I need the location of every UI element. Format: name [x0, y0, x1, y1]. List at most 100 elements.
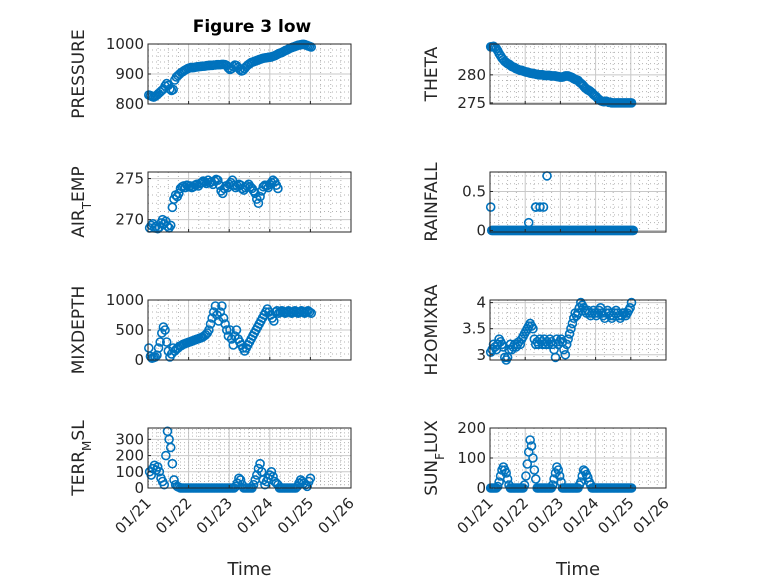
y-tick-label: 1000: [106, 291, 144, 309]
y-tick-label: 500: [115, 321, 144, 339]
axes-frame: [489, 43, 667, 105]
data-point: [153, 343, 164, 353]
data-point: [218, 313, 229, 323]
subplot-air-temp: 270 275 AIRTEMP: [69, 166, 352, 238]
data-point: [528, 453, 538, 463]
x-axis-label: Time: [226, 559, 271, 580]
y-axis-label: RAINFALL: [422, 162, 442, 242]
data-point: [530, 474, 541, 484]
subplot-rainfall: 0 0.5 RAINFALL: [422, 162, 667, 242]
y-tick-label: 0: [134, 351, 144, 369]
y-tick-label: 275: [457, 94, 486, 112]
data-point: [535, 202, 545, 212]
y-axis-label: SUNFLUX: [422, 420, 447, 496]
y-axis-label: THETA: [422, 46, 442, 102]
y-tick-label: 100: [457, 449, 486, 467]
data-point: [554, 471, 565, 481]
data-point: [625, 303, 635, 313]
data-point: [210, 301, 221, 311]
y-tick-label: 100: [115, 463, 144, 481]
data-point: [165, 442, 176, 453]
y-axis-label: H2OMIXRA: [422, 284, 442, 375]
data-point: [492, 481, 503, 492]
data-point: [269, 316, 279, 326]
data-point: [301, 307, 312, 317]
data-point: [525, 435, 535, 445]
data-point: [306, 308, 317, 319]
data-point: [567, 318, 578, 329]
y-axis-label: AIRTEMP: [69, 166, 94, 237]
y-tick-label: 4: [476, 294, 486, 312]
data-point: [306, 42, 317, 52]
axes-frame: [489, 171, 667, 233]
data-point: [521, 471, 531, 481]
data-point: [231, 325, 242, 335]
axes-frame: [489, 299, 667, 361]
y-tick-label: 275: [115, 170, 144, 188]
data-point: [523, 217, 534, 228]
data-point: [547, 480, 558, 490]
data-point: [253, 198, 264, 209]
x-axis-label: Time: [555, 559, 600, 580]
data-point: [225, 325, 235, 335]
data-point: [492, 339, 503, 350]
data-point: [161, 450, 171, 461]
y-tick-label: 3.5: [462, 320, 486, 338]
y-tick-label: 1000: [106, 35, 144, 53]
y-tick-label: 0: [476, 479, 486, 497]
data-point: [522, 459, 533, 469]
data-point: [553, 465, 564, 475]
data-point: [563, 334, 573, 344]
subplot-theta: 275 280 THETA: [422, 41, 667, 112]
data-point: [543, 339, 554, 350]
data-point: [529, 465, 540, 475]
data-point: [165, 220, 176, 231]
y-tick-label: 0.5: [462, 182, 486, 200]
data-point: [255, 191, 265, 202]
y-tick-label: 0: [476, 221, 486, 239]
subplot-mixdepth: 0 500 1000 MIXDEPTH: [69, 286, 352, 375]
data-point: [574, 303, 585, 313]
subplot-h2omixra: 3 3.5 4 H2OMIXRA: [422, 284, 667, 376]
axes-frame: [147, 427, 352, 489]
data-point: [221, 325, 232, 335]
data-point: [628, 225, 639, 236]
data-point: [204, 325, 214, 335]
data-point: [152, 462, 163, 472]
data-point: [560, 349, 571, 360]
y-tick-label: 800: [115, 95, 144, 113]
y-tick-label: 900: [115, 65, 144, 83]
data-point: [213, 175, 223, 186]
data-point: [150, 352, 161, 362]
y-tick-label: 300: [115, 430, 144, 448]
data-point: [566, 323, 576, 334]
y-axis-label: TERRMSL: [69, 420, 94, 497]
y-axis-label: MIXDEPTH: [69, 286, 89, 375]
data-point: [273, 183, 283, 194]
axes-box: [489, 171, 667, 233]
subplot-pressure: 800 900 1000 PRESSURE: [69, 29, 352, 119]
data-point: [217, 301, 227, 311]
y-tick-label: 200: [457, 419, 486, 437]
data-point: [502, 474, 513, 484]
data-point: [205, 319, 216, 329]
data-point: [159, 479, 170, 490]
data-point: [564, 329, 575, 339]
data-point: [304, 307, 315, 317]
data-point: [626, 297, 637, 308]
data-point: [154, 466, 165, 477]
data-point: [302, 481, 312, 492]
y-axis-label: PRESSURE: [69, 29, 89, 118]
data-point: [494, 477, 504, 487]
data-point: [220, 319, 230, 329]
data-point: [146, 470, 157, 480]
figure-title: Figure 3 low: [193, 17, 312, 37]
data-point: [168, 84, 178, 95]
data-point: [167, 458, 178, 469]
data-point: [528, 323, 538, 334]
data-point: [501, 468, 511, 478]
data-point: [248, 479, 259, 490]
data-point: [160, 325, 170, 335]
data-point: [559, 344, 569, 355]
